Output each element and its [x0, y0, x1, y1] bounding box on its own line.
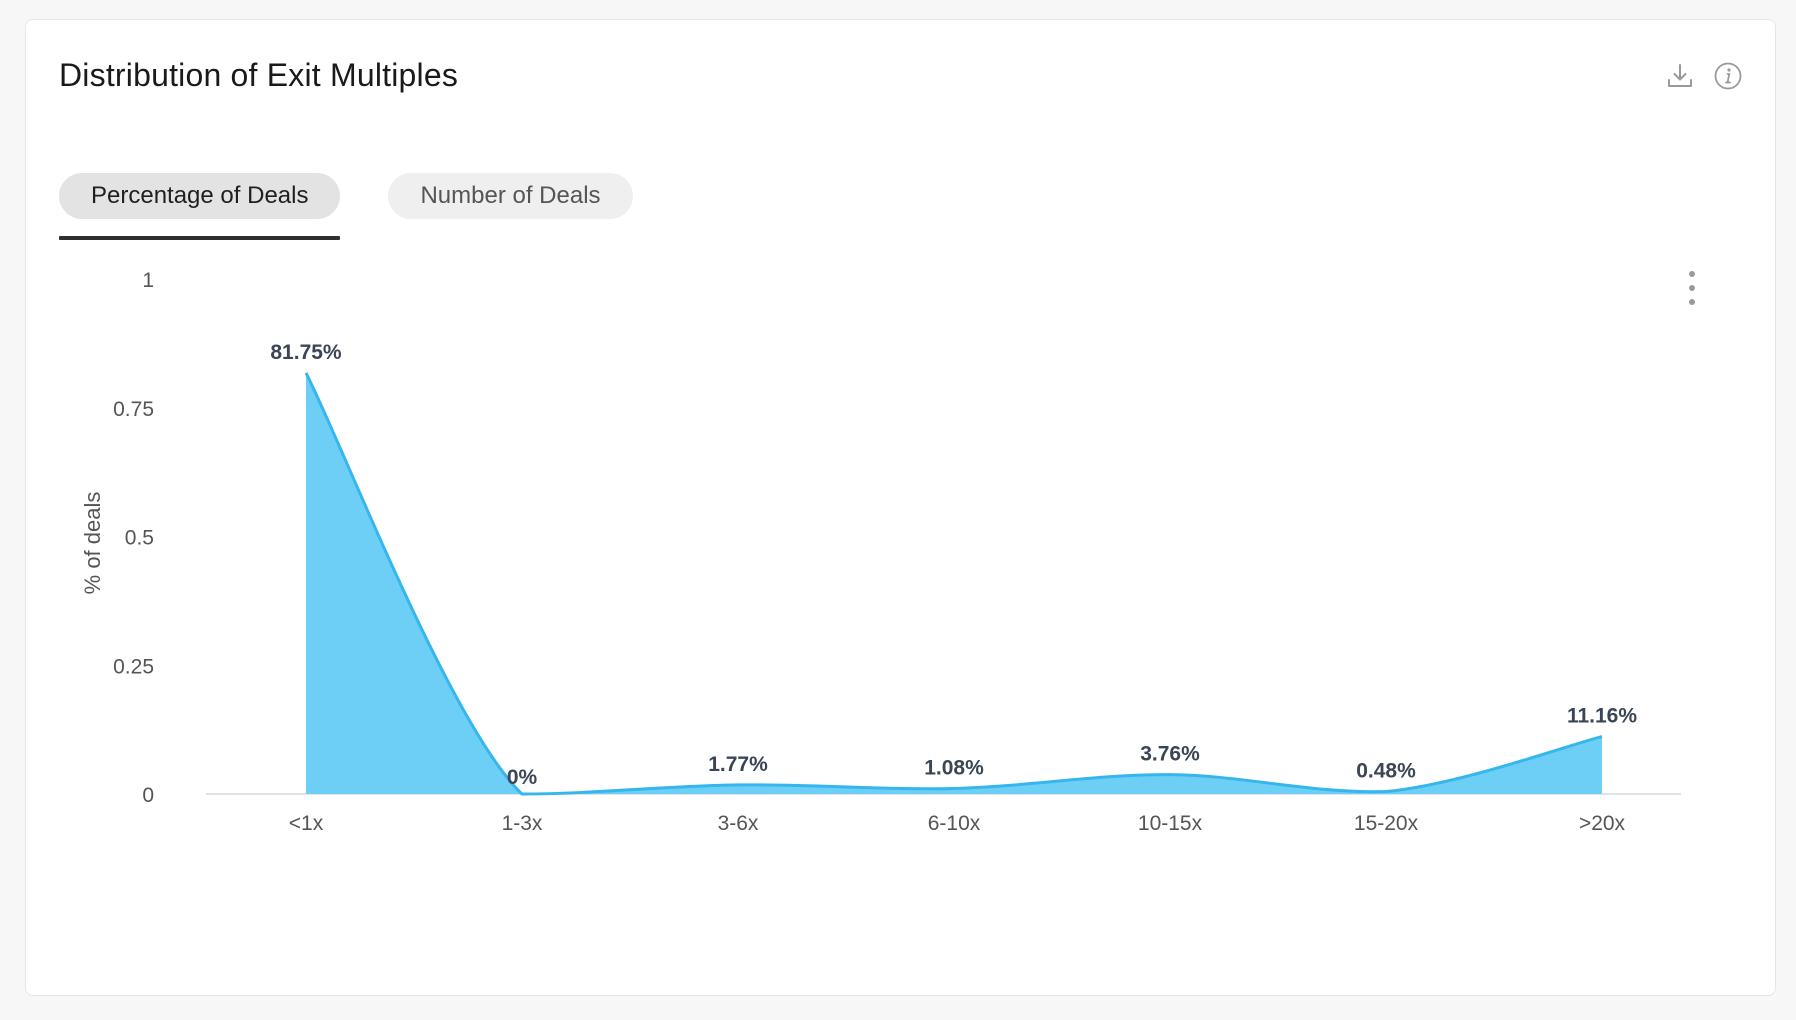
- chart-title: Distribution of Exit Multiples: [59, 57, 459, 93]
- area-fill: [306, 372, 1602, 794]
- chart-card: Distribution of Exit Multiples Percentag…: [25, 19, 1776, 996]
- info-icon: [1714, 62, 1742, 90]
- y-axis-label: % of deals: [80, 492, 105, 595]
- y-tick-label: 0: [142, 784, 154, 807]
- data-label: 11.16%: [1567, 705, 1637, 728]
- y-tick-label: 1: [142, 269, 154, 292]
- x-tick-label: >20x: [1579, 812, 1626, 835]
- y-axis-ticks: 0 0.25 0.5 0.75 1: [113, 269, 154, 807]
- metric-tabs: Percentage of Deals Number of Deals: [59, 173, 633, 240]
- data-label: 0%: [507, 766, 538, 789]
- tab-percentage-of-deals[interactable]: Percentage of Deals: [59, 173, 341, 240]
- data-label: 81.75%: [270, 341, 342, 364]
- tab-number-of-deals[interactable]: Number of Deals: [388, 173, 633, 219]
- data-label: 0.48%: [1356, 760, 1416, 783]
- chart-menu-icon[interactable]: [1682, 269, 1702, 307]
- data-label: 1.77%: [708, 753, 768, 776]
- x-tick-label: 3-6x: [718, 812, 759, 835]
- area-chart: % of deals 0 0.25 0.5 0.75 1 <1x 1-3x 3-6x 6-10…: [80, 269, 1681, 835]
- download-icon: [1668, 64, 1692, 87]
- x-tick-label: 6-10x: [928, 812, 981, 835]
- header-actions: [1664, 60, 1744, 92]
- x-axis-ticks: <1x 1-3x 3-6x 6-10x 10-15x 15-20x >20x: [289, 812, 1626, 835]
- download-button[interactable]: [1664, 60, 1696, 92]
- info-button[interactable]: [1712, 60, 1744, 92]
- data-label: 3.76%: [1140, 743, 1200, 766]
- area-line: [304, 372, 1603, 796]
- x-tick-label: 15-20x: [1354, 812, 1419, 835]
- x-tick-label: <1x: [289, 812, 324, 835]
- y-tick-label: 0.5: [125, 527, 154, 550]
- y-tick-label: 0.25: [113, 655, 154, 678]
- x-tick-label: 10-15x: [1138, 812, 1203, 835]
- x-tick-label: 1-3x: [502, 812, 543, 835]
- data-label: 1.08%: [924, 756, 984, 779]
- y-tick-label: 0.75: [113, 398, 154, 421]
- data-labels: 81.75% 0% 1.77% 1.08% 3.76% 0.48% 11.16%: [270, 341, 1637, 789]
